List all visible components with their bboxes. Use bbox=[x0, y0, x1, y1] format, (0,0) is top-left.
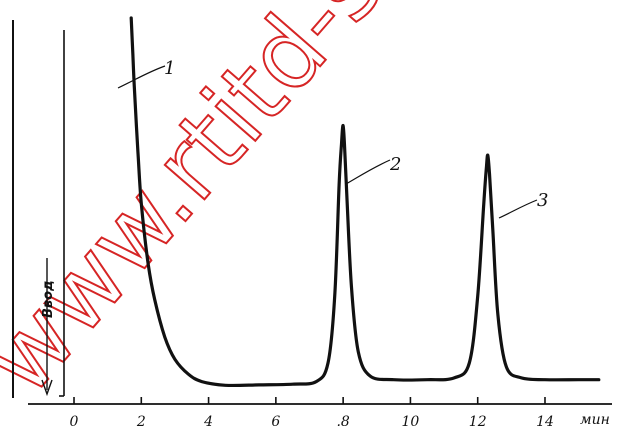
injection-arrow-icon bbox=[41, 379, 53, 397]
x-tick-label-5: 10 bbox=[402, 414, 420, 430]
injection-label: Ввод bbox=[41, 280, 56, 318]
x-tick-label-0: 0 bbox=[70, 414, 79, 430]
x-tick-label-6: 12 bbox=[469, 414, 487, 430]
peak-3-leader bbox=[498, 199, 538, 219]
x-tick-label-2: 4 bbox=[203, 414, 213, 430]
x-axis-unit: мин bbox=[580, 412, 610, 428]
peak-1-leader bbox=[117, 65, 166, 89]
watermark: www.rtitd-s bbox=[0, 0, 405, 416]
peak-2-label: 2 bbox=[389, 154, 401, 175]
x-tick-label-3: 6 bbox=[271, 414, 280, 430]
injection-marker: Ввод bbox=[41, 258, 56, 397]
x-tick-label-1: 2 bbox=[136, 414, 146, 430]
x-tick-labels: 0 2 4 6 .8 10 12 14 bbox=[70, 414, 554, 430]
peak-1-label: 1 bbox=[164, 58, 175, 79]
watermark-text: www.rtitd-s bbox=[0, 0, 405, 416]
x-tick-label-7: 14 bbox=[536, 414, 554, 430]
series-line bbox=[129, 16, 601, 388]
x-ticks bbox=[73, 397, 546, 404]
peak-2-leader bbox=[345, 159, 391, 185]
peak-3-label: 3 bbox=[537, 190, 548, 211]
peak-labels: 1 2 3 bbox=[117, 58, 548, 219]
x-tick-label-4: .8 bbox=[336, 414, 349, 430]
